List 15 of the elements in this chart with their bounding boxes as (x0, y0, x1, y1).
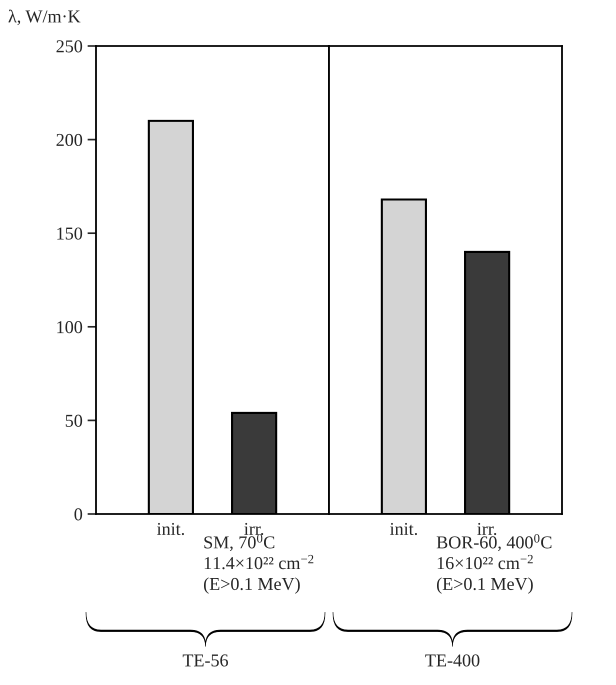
text: SM, 70$^{0}$C 11.4×10²² cm$^{−2}$ (E>0.1 MeV) (204, 534, 314, 594)
y-tick-label: 100 (57, 321, 82, 334)
x-tick-label: init. (390, 522, 417, 536)
y-tick-label: 50 (66, 414, 82, 427)
y-tick-label: 150 (57, 227, 82, 240)
y-axis-title: λ, W/m·K (8, 10, 80, 26)
text: BOR-60, 400$^{0}$C 16×10²² cm$^{−2}$ (E>0.1 MeV) (436, 534, 552, 594)
text: TE-56 (182, 654, 228, 667)
x-tick-label: init. (156, 522, 184, 536)
y-tick-label: 200 (56, 134, 82, 146)
y-tick-label: 250 (56, 40, 82, 52)
x-tick-label: irr. (477, 522, 496, 536)
text: TE-400 (425, 654, 480, 667)
y-tick-label: 0 (74, 508, 82, 520)
x-tick-label: irr. (244, 522, 264, 536)
